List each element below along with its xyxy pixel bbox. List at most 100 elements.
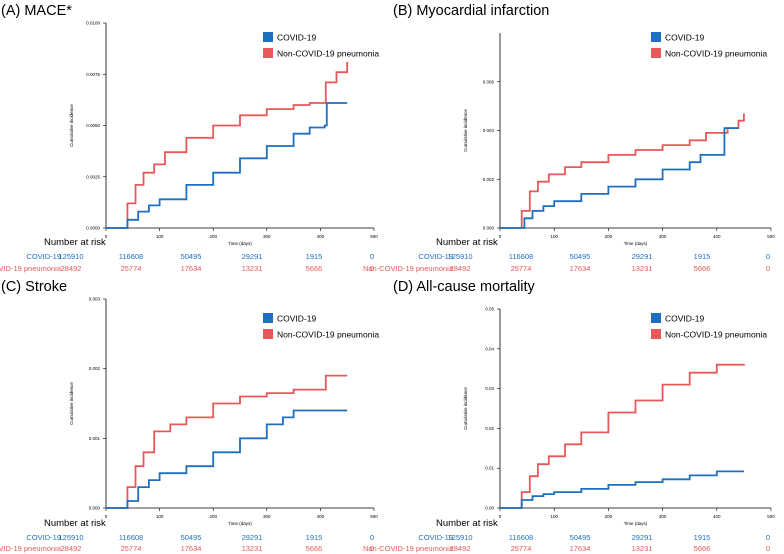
panel-b: (B) Myocardial infarction 0.000 0.002 0.004…: [363, 3, 775, 273]
panel-a: (A) MACE* 0.0000 0.0025 0.0050 0.0075 0.0100 0…: [0, 3, 379, 273]
legend-label: Non-COVID-19 pneumonia: [665, 330, 767, 340]
y-tick-label: 0.04: [485, 346, 494, 351]
risk-count: 0: [370, 544, 374, 553]
risk-count: 125910: [58, 252, 83, 261]
risk-row-name: Non-COVID-19 pneumonia: [363, 544, 454, 553]
y-tick-label: 0.0100: [86, 21, 100, 26]
risk-count: 5666: [694, 264, 711, 273]
risk-count: 0: [766, 252, 770, 261]
y-tick-label: 0.05: [485, 307, 494, 312]
risk-row-name: COVID-19: [418, 252, 453, 261]
x-tick-label: 300: [263, 514, 271, 519]
risk-count: 50495: [570, 252, 591, 261]
legend-swatch-covid: [263, 32, 273, 42]
risk-count: 28492: [61, 544, 82, 553]
legend-swatch-covid: [651, 32, 661, 42]
risk-count: 17634: [181, 544, 202, 553]
y-tick-label: 0.00: [485, 506, 494, 511]
risk-count: 5666: [306, 264, 323, 273]
legend-swatch-covid: [263, 313, 273, 323]
risk-count: 0: [370, 252, 374, 261]
x-tick-label: 500: [767, 234, 775, 239]
risk-count: 1915: [694, 533, 711, 542]
risk-count: 0: [766, 533, 770, 542]
x-tick-label: 500: [767, 514, 775, 519]
risk-row-name: COVID-19: [418, 533, 453, 542]
legend-label: Non-COVID-19 pneumonia: [665, 49, 767, 59]
x-tick-label: 400: [713, 234, 721, 239]
panel-b-title: (B) Myocardial infarction: [393, 3, 549, 19]
x-tick-label: 400: [317, 234, 325, 239]
risk-count: 5666: [694, 544, 711, 553]
y-tick-label: 0.0025: [86, 174, 100, 179]
panel-d-title: (D) All-cause mortality: [393, 279, 536, 295]
y-axis-label: Cumulative incidence: [69, 382, 74, 425]
panel-d: (D) All-cause mortality 0.00 0.01 0.02 0.03 0…: [363, 279, 775, 553]
x-tick-label: 500: [370, 234, 378, 239]
legend-swatch-non-covid: [263, 329, 273, 339]
y-tick-label: 0.0075: [86, 72, 100, 77]
risk-count: 0: [766, 264, 770, 273]
y-tick-label: 0.03: [485, 386, 494, 391]
series-line-non-covid: [500, 363, 745, 509]
x-tick-label: 0: [105, 234, 108, 239]
x-tick-label: 200: [209, 234, 217, 239]
legend-swatch-non-covid: [263, 48, 273, 58]
legend-swatch-non-covid: [651, 48, 661, 58]
x-tick-label: 100: [156, 234, 164, 239]
series-line-covid: [500, 470, 744, 509]
risk-count: 13231: [242, 544, 263, 553]
y-axis-label: Cumulative incidence: [69, 104, 74, 147]
risk-table-label: Number at risk: [44, 237, 106, 248]
risk-count: 25774: [121, 544, 142, 553]
risk-count: 25774: [511, 264, 532, 273]
x-tick-label: 0: [499, 514, 502, 519]
risk-count: 125910: [447, 533, 472, 542]
y-tick-label: 0.0000: [86, 226, 100, 231]
y-tick-label: 0.000: [89, 506, 101, 511]
risk-count: 0: [370, 533, 374, 542]
risk-count: 28492: [450, 544, 471, 553]
risk-count: 50495: [181, 252, 202, 261]
series-line-covid: [106, 102, 348, 229]
risk-count: 17634: [570, 264, 591, 273]
risk-count: 125910: [447, 252, 472, 261]
x-axis-label: Time (days): [624, 521, 648, 526]
legend-swatch-non-covid: [651, 329, 661, 339]
legend-label: Non-COVID-19 pneumonia: [277, 330, 379, 340]
risk-count: 28492: [61, 264, 82, 273]
y-tick-label: 0.000: [483, 226, 495, 231]
x-tick-label: 400: [713, 514, 721, 519]
y-tick-label: 0.004: [483, 128, 495, 133]
risk-count: 13231: [632, 264, 653, 273]
series-line-non-covid: [106, 62, 349, 229]
risk-count: 116608: [509, 252, 533, 261]
risk-count: 25774: [511, 544, 532, 553]
risk-count: 116608: [119, 533, 143, 542]
risk-count: 17634: [570, 544, 591, 553]
x-tick-label: 100: [550, 514, 558, 519]
legend-swatch-covid: [651, 313, 661, 323]
x-tick-label: 100: [550, 234, 558, 239]
risk-table-label: Number at risk: [436, 237, 498, 248]
risk-row-name: COVID-19: [26, 533, 61, 542]
y-axis-label: Cumulative incidence: [463, 109, 468, 152]
risk-count: 1915: [306, 533, 323, 542]
x-tick-label: 0: [105, 514, 108, 519]
risk-count: 116608: [509, 533, 533, 542]
risk-count: 13231: [242, 264, 263, 273]
x-tick-label: 300: [659, 234, 667, 239]
risk-count: 29291: [242, 252, 263, 261]
risk-table-label: Number at risk: [436, 518, 498, 529]
y-tick-label: 0.002: [89, 366, 101, 371]
x-tick-label: 0: [499, 234, 502, 239]
risk-count: 50495: [570, 533, 591, 542]
x-tick-label: 400: [317, 514, 325, 519]
y-tick-label: 0.0050: [86, 123, 100, 128]
series-line-non-covid: [106, 374, 348, 509]
risk-row-name: Non-COVID-19 pneumonia: [0, 544, 62, 553]
risk-count: 50495: [181, 533, 202, 542]
x-tick-label: 300: [263, 234, 271, 239]
y-tick-label: 0.02: [485, 426, 494, 431]
